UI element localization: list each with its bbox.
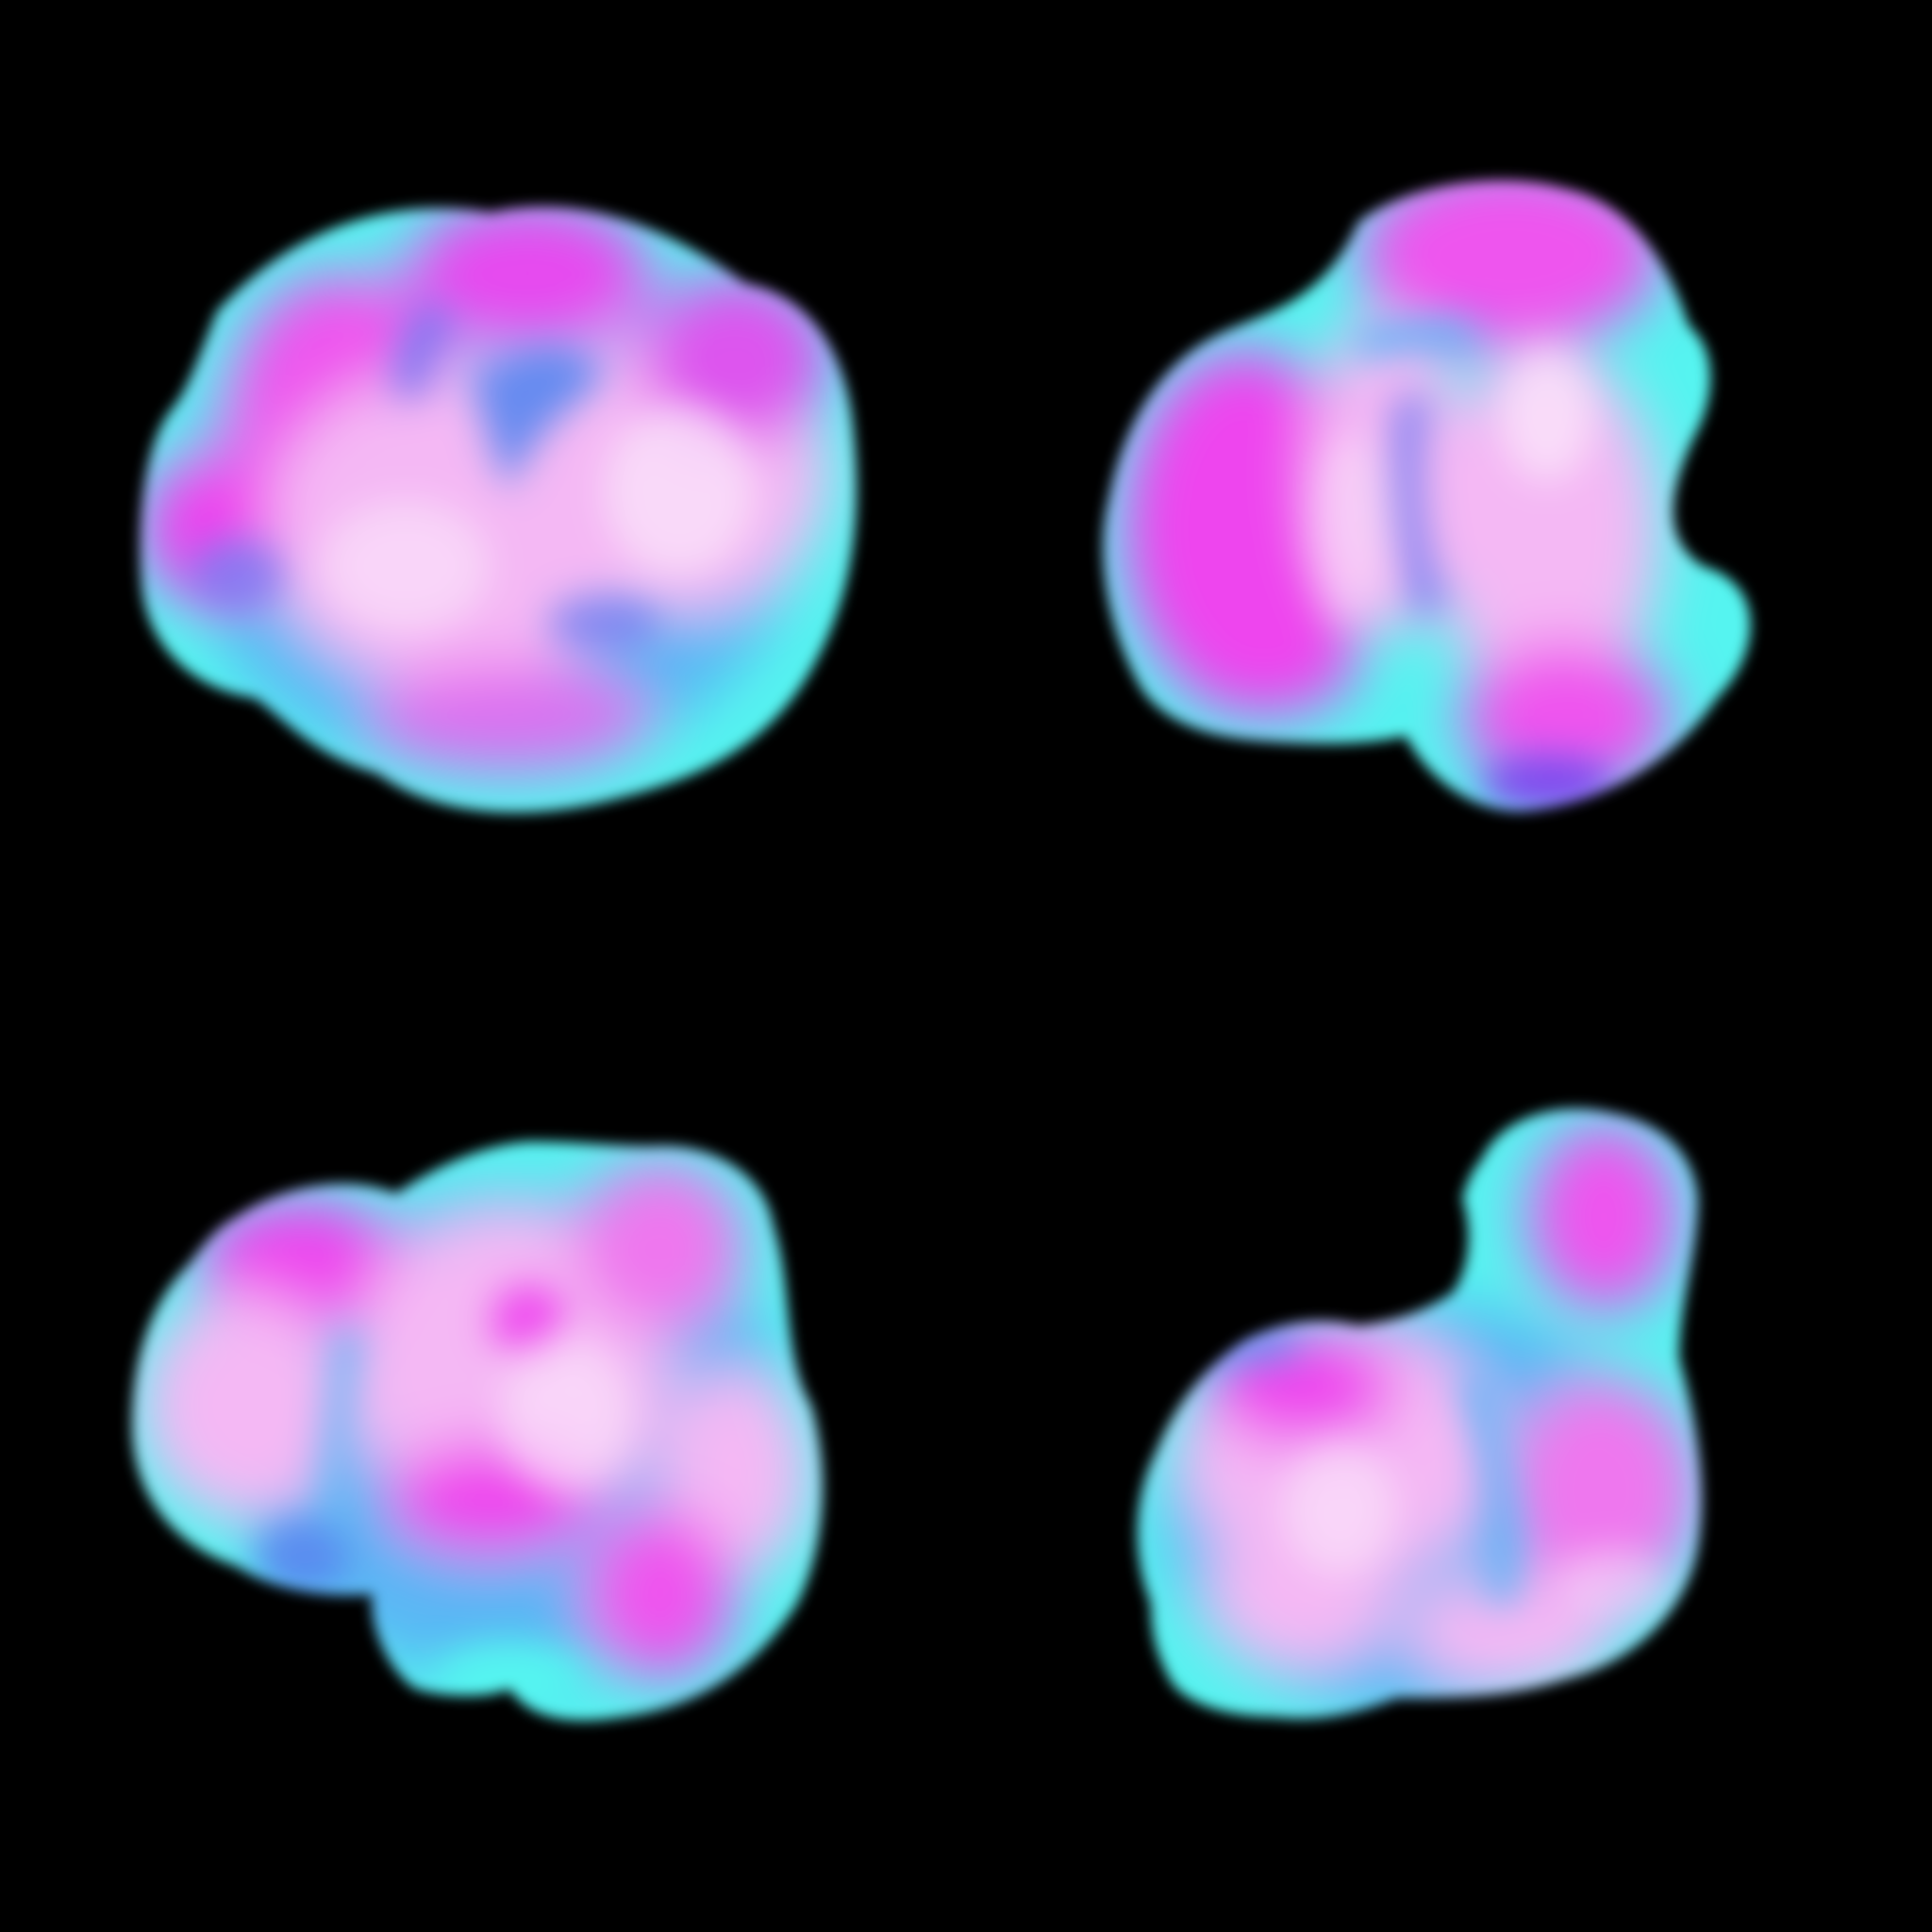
blob-top-right	[1103, 180, 1751, 812]
blob-top-left	[140, 206, 858, 813]
